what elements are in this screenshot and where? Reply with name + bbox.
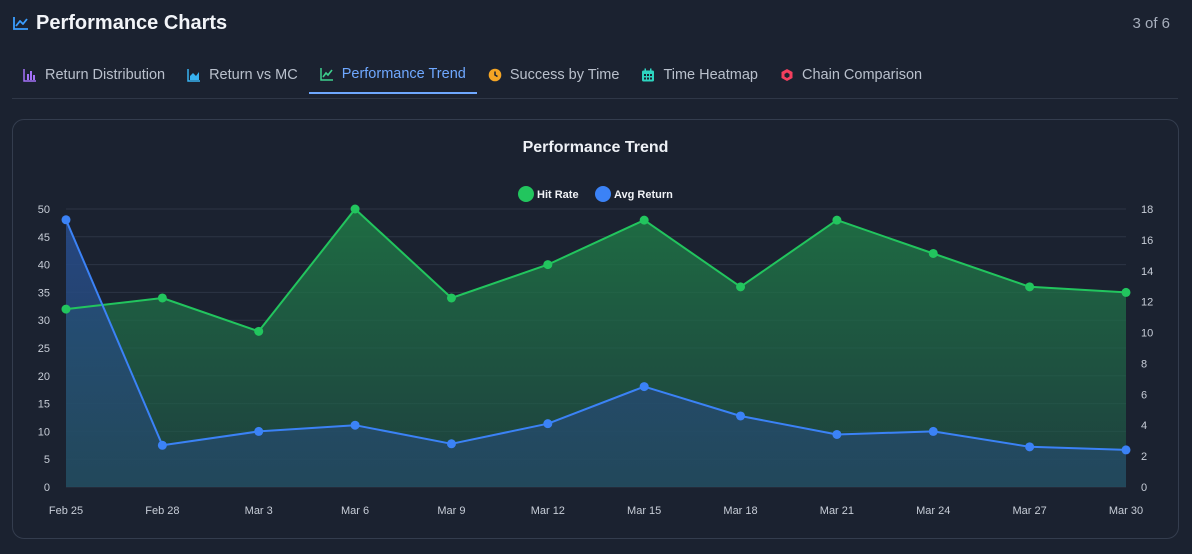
x-tick-label: Mar 12 [531, 505, 565, 517]
data-point-hit-rate [1025, 282, 1035, 292]
y-left-tick-label: 0 [44, 482, 50, 494]
tab-time-heatmap[interactable]: Time Heatmap [630, 56, 769, 94]
y-right-tick-label: 0 [1141, 482, 1147, 494]
data-point-avg-return [254, 426, 264, 436]
y-right-tick-label: 16 [1141, 235, 1153, 247]
chart-counter: 3 of 6 [1132, 14, 1170, 32]
data-point-hit-rate [832, 215, 842, 225]
y-right-tick-label: 18 [1141, 204, 1153, 216]
data-point-avg-return [350, 420, 360, 430]
data-point-avg-return [61, 215, 71, 225]
trending-chart-icon [12, 14, 30, 32]
y-right-tick-label: 6 [1141, 389, 1147, 401]
tab-performance-trend[interactable]: Performance Trend [308, 56, 477, 94]
performance-trend-chart: 0 5 10 15 20 25 30 35 40 45 50 0 2 4 6 8 10 12 14 16 18 Feb 2… [38, 186, 1153, 517]
series-area-hit-rate [66, 209, 1126, 487]
data-point-hit-rate [639, 215, 649, 225]
y-right-tick-label: 4 [1141, 420, 1147, 432]
data-point-avg-return [736, 411, 746, 421]
y-left-tick-label: 25 [38, 343, 50, 355]
data-point-hit-rate [157, 293, 167, 303]
data-point-avg-return [446, 439, 456, 449]
data-point-avg-return [1121, 445, 1131, 455]
x-tick-label: Mar 18 [723, 505, 757, 517]
y-left-tick-label: 5 [44, 454, 50, 466]
y-right-tick-label: 8 [1141, 358, 1147, 370]
tab-label: Performance Trend [341, 66, 466, 82]
tab-chain-comparison[interactable]: Chain Comparison [769, 56, 933, 94]
y-left-tick-label: 15 [38, 399, 50, 411]
legend-label: Hit Rate [537, 189, 579, 201]
tab-label: Return Distribution [45, 67, 166, 83]
y-left-tick-label: 10 [38, 426, 50, 438]
x-tick-label: Feb 25 [49, 505, 83, 517]
y-left-tick-label: 40 [38, 260, 50, 272]
data-point-hit-rate [254, 326, 264, 336]
clock-icon [488, 68, 502, 82]
data-point-avg-return [832, 429, 842, 439]
y-left-tick-label: 50 [38, 204, 50, 216]
series-line-avg-return [65, 219, 1127, 451]
y-right-tick-label: 10 [1141, 328, 1153, 340]
x-tick-label: Mar 15 [627, 505, 661, 517]
calendar-icon [641, 68, 655, 82]
chart-tabs: Return Distribution Return vs MC Perform… [12, 56, 1178, 99]
tab-return-vs-mc[interactable]: Return vs MC [176, 56, 309, 94]
x-tick-label: Mar 6 [341, 505, 369, 517]
data-point-hit-rate [350, 204, 360, 214]
chain-hex-icon [780, 68, 794, 82]
data-point-hit-rate [928, 248, 938, 258]
legend-swatch [518, 186, 534, 202]
y-left-tick-label: 35 [38, 287, 50, 299]
x-tick-label: Mar 24 [916, 505, 950, 517]
bar-chart-icon [23, 68, 37, 82]
tab-return-distribution[interactable]: Return Distribution [12, 56, 176, 94]
data-point-avg-return [928, 426, 938, 436]
page-header: Performance Charts 3 of 6 [12, 8, 1170, 38]
data-point-avg-return [639, 382, 649, 392]
tab-label: Success by Time [509, 67, 620, 83]
tab-label: Return vs MC [209, 67, 298, 83]
trend-line-icon [319, 67, 334, 81]
x-tick-label: Mar 3 [245, 505, 273, 517]
data-point-hit-rate [1121, 287, 1131, 297]
series-line-hit-rate [65, 208, 1127, 333]
y-right-tick-label: 14 [1141, 266, 1153, 278]
data-point-avg-return [543, 419, 553, 429]
x-tick-label: Mar 9 [437, 505, 465, 517]
x-tick-label: Mar 27 [1013, 505, 1047, 517]
data-point-hit-rate [543, 260, 553, 270]
data-point-avg-return [1025, 442, 1035, 452]
legend-swatch [595, 186, 611, 202]
data-point-hit-rate [446, 293, 456, 303]
x-tick-label: Mar 21 [820, 505, 854, 517]
data-point-hit-rate [736, 282, 746, 292]
series-area-avg-return [66, 219, 1126, 488]
legend-label: Avg Return [614, 189, 673, 201]
y-left-tick-label: 45 [38, 232, 50, 244]
y-left-tick-label: 30 [38, 315, 50, 327]
y-right-tick-label: 12 [1141, 297, 1153, 309]
page-title: Performance Charts [36, 11, 228, 34]
x-tick-label: Mar 30 [1109, 505, 1143, 517]
chart-card: Performance Trend 0 5 10 15 20 25 30 35 40 45 50 0 2… [12, 119, 1179, 539]
y-right-tick-label: 2 [1141, 451, 1147, 463]
x-tick-label: Feb 28 [145, 505, 179, 517]
tab-success-by-time[interactable]: Success by Time [477, 56, 631, 94]
data-point-hit-rate [61, 304, 71, 314]
data-point-avg-return [157, 440, 167, 450]
chart-title: Performance Trend [522, 139, 669, 156]
tab-label: Chain Comparison [802, 67, 923, 83]
y-left-tick-label: 20 [38, 371, 50, 383]
tab-label: Time Heatmap [663, 67, 758, 83]
area-chart-icon [187, 68, 201, 82]
